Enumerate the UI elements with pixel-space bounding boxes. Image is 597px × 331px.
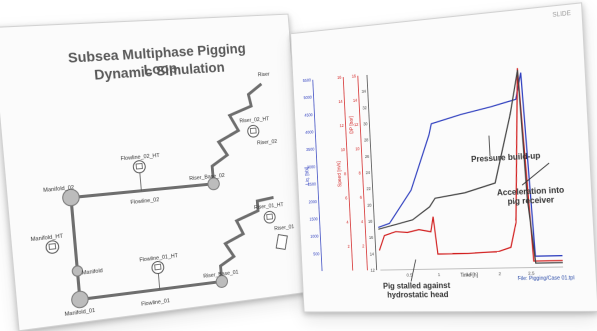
- ht-probe-icon[interactable]: [247, 125, 259, 138]
- ht-probe-icon[interactable]: [264, 211, 276, 224]
- stall-callout-arrow: [410, 260, 417, 282]
- y-tick-label: 4: [346, 220, 349, 225]
- left-slide: Subsea Multiphase Pigging Loop Dynamic S…: [0, 14, 311, 331]
- y-tick-label: 14: [353, 98, 358, 103]
- y-tick-label: 6: [345, 195, 348, 200]
- y-tick-label: 8: [344, 171, 347, 176]
- y-tick-label: 24: [366, 170, 371, 175]
- label-riser-02-ht: Riser_02_HT: [239, 116, 270, 124]
- y-tick-label: 4: [361, 219, 364, 224]
- y-tick-label: 5000: [303, 95, 312, 101]
- label-manifold-01: Manifold_01: [64, 308, 95, 318]
- y-tick-label: 8: [358, 170, 361, 175]
- pigging-loop-schematic: Manifold_02 Manifold_HT Manifold Manifol…: [0, 15, 310, 331]
- manifold-01-node[interactable]: [71, 290, 89, 308]
- y-tick-label: 2000: [309, 199, 318, 204]
- label-riser-base-02: Riser_Base_02: [189, 173, 225, 182]
- label-flowline-02: Flowline_02: [130, 197, 159, 206]
- ht-probe-icon[interactable]: [151, 261, 165, 290]
- x-tick-label: 2: [498, 271, 501, 276]
- y-tick-label: 16: [337, 75, 342, 80]
- label-flowline-01: Flowline_01: [141, 298, 170, 308]
- y-tick-label: 2: [347, 244, 350, 249]
- y-tick-label: 26: [365, 154, 370, 159]
- x-axis-label: Time [h]: [460, 272, 478, 279]
- y-tick-label: 2: [362, 243, 365, 248]
- x-tick-label: 1: [438, 272, 441, 277]
- file-note: File: Pigging/Case 01.tpl: [518, 275, 575, 282]
- y-tick-label: 500: [313, 251, 320, 256]
- callout-stall-line2: hydrostatic head: [387, 290, 449, 299]
- x-axis-line: [380, 267, 563, 270]
- y-tick-label: 1500: [309, 216, 318, 221]
- y-tick-label: 5500: [303, 77, 312, 83]
- label-manifold-ht: Manifold_HT: [30, 233, 64, 243]
- y-tick-label: 28: [364, 137, 369, 142]
- right-slide: SLIDE 0.5 1 1.5 2 2.5 500 1000 1500 2000 2500 3000…: [290, 2, 597, 312]
- y-tick-label: 1000: [310, 234, 319, 239]
- y-tick-label: 22: [366, 186, 371, 191]
- axis-label-liq: Liq. [bbl]: [304, 167, 310, 185]
- label-manifold: Manifold: [82, 268, 104, 277]
- y-tick-label: 6: [360, 195, 363, 200]
- y-tick-label: 4000: [305, 129, 314, 135]
- y-tick-label: 34: [362, 89, 367, 94]
- y-tick-label: 20: [367, 202, 372, 207]
- y-axis-line: [313, 80, 322, 271]
- callout-acceleration-line2: pig receiver: [507, 195, 554, 206]
- y-tick-label: 18: [368, 219, 373, 224]
- y-tick-label: 14: [370, 251, 375, 256]
- y-tick-label: 16: [369, 235, 374, 240]
- flowline-pipe: [71, 178, 280, 299]
- simulation-chart: 0.5 1 1.5 2 2.550010001500200025003000350040…: [291, 3, 597, 311]
- y-tick-label: 3500: [306, 147, 315, 153]
- pig-receiver-icon[interactable]: [276, 235, 287, 250]
- ht-probe-icon[interactable]: [46, 240, 60, 254]
- y-tick-label: 16: [352, 73, 357, 78]
- y-tick-label: 30: [363, 121, 368, 126]
- y-tick-label: 10: [341, 147, 346, 152]
- ht-probe-icon[interactable]: [133, 160, 147, 191]
- label-riser: Riser: [258, 72, 270, 78]
- y-tick-label: 12: [370, 268, 375, 273]
- axis-label-dp: DP [bar]: [349, 116, 356, 134]
- flowline-pipe: [62, 84, 269, 198]
- y-tick-label: 4500: [304, 112, 313, 118]
- y-tick-label: 10: [355, 146, 360, 151]
- label-riser-01: Riser_01: [274, 224, 294, 232]
- y-tick-label: 14: [338, 99, 343, 104]
- y-tick-label: 32: [362, 105, 367, 110]
- y-tick-label: 12: [339, 123, 344, 128]
- axis-label-speed: Speed [m/s]: [336, 161, 343, 187]
- label-riser-02: Riser_02: [257, 139, 277, 146]
- series-line: [371, 70, 562, 259]
